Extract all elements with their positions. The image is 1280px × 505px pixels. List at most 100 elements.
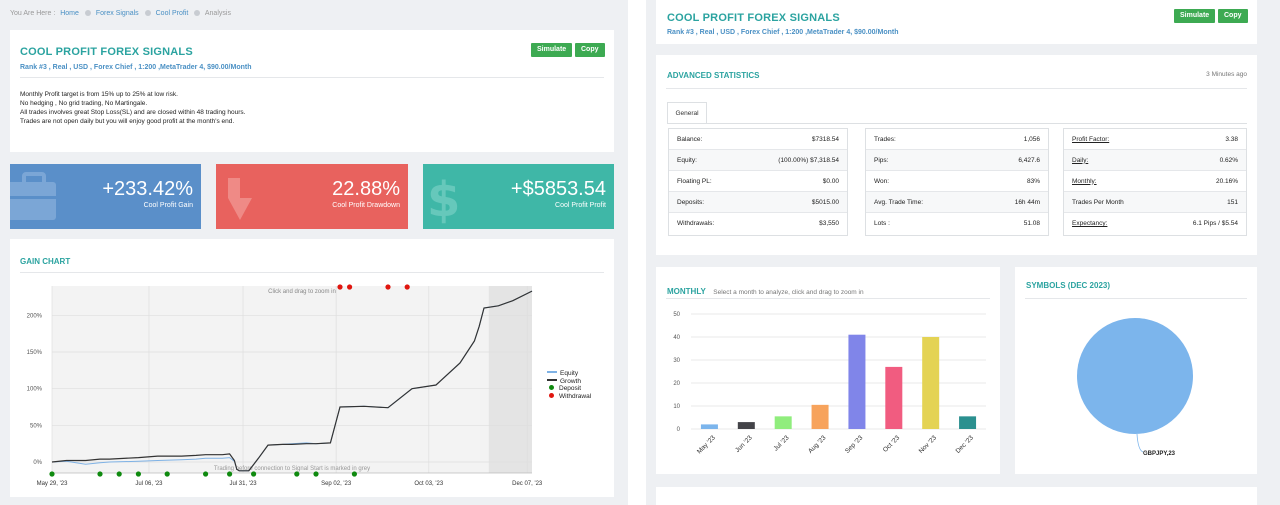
tab-bar-line [667, 123, 1247, 124]
stat-key: Pips: [874, 156, 889, 164]
x-tick-label: Jul 31, '23 [229, 481, 257, 487]
stat-key[interactable]: Profit Factor: [1072, 135, 1110, 143]
stat-key[interactable]: Daily: [1072, 156, 1089, 164]
deposit-marker[interactable] [203, 471, 209, 477]
deposit-marker[interactable] [227, 471, 233, 477]
stat-row: Avg. Trade Time: 16h 44m [866, 192, 1048, 213]
signal-description: Monthly Profit target is from 15% up to … [20, 90, 245, 126]
deposit-marker[interactable] [135, 471, 141, 477]
deposit-marker[interactable] [294, 471, 300, 477]
description-line: All trades involves great Stop Loss(SL) … [20, 109, 246, 116]
legend-item-equity[interactable]: Equity [547, 370, 591, 378]
deposit-marker[interactable] [49, 471, 55, 477]
stat-key: Floating PL: [677, 177, 712, 185]
stat-value: 6.1 Pips / $5.54 [1192, 220, 1238, 227]
legend-label: Growth [560, 377, 581, 385]
profit-label: Cool Profit Profit [555, 202, 606, 209]
monthly-hint: Select a month to analyze, click and dra… [713, 289, 864, 296]
svg-text:$: $ [427, 172, 459, 224]
simulate-button[interactable]: Simulate [531, 43, 573, 57]
pre-connection-area [52, 286, 532, 473]
deposit-marker[interactable] [351, 471, 357, 477]
stat-row: Withdrawals: $3,550 [669, 213, 847, 234]
stat-row: Trades Per Month 151 [1064, 192, 1246, 213]
stat-row: Daily: 0.62% [1064, 150, 1246, 171]
drawdown-label: Cool Profit Drawdown [332, 202, 400, 209]
deposit-marker[interactable] [251, 471, 257, 477]
symbols-pie-chart[interactable]: GBPJPY,23 [1015, 300, 1257, 472]
y-tick-label: 50 [673, 312, 680, 318]
x-tick-label: Aug '23 [807, 434, 828, 455]
stat-key[interactable]: Monthly: [1072, 177, 1097, 185]
gain-chart[interactable]: 0% 50% 100% 150% 200% May 29, '23 Jul 06, '23 J… [0, 270, 620, 500]
withdrawal-marker[interactable] [337, 284, 343, 290]
stat-key[interactable]: Expectancy: [1072, 220, 1108, 227]
legend-item-growth[interactable]: Growth [547, 378, 591, 386]
divider [666, 298, 990, 299]
withdrawal-marker[interactable] [404, 284, 410, 290]
divider [1025, 298, 1247, 299]
slice-label: GBPJPY,23 [1143, 451, 1176, 457]
x-tick-label: Sep 02, '23 [321, 481, 352, 487]
y-tick-label: 150% [27, 350, 43, 356]
gain-label: Cool Profit Gain [143, 202, 193, 209]
breadcrumb-cool-profit[interactable]: Cool Profit [155, 10, 189, 17]
tab-general[interactable]: General [667, 102, 707, 123]
simulate-button-right[interactable]: Simulate [1174, 9, 1216, 23]
legend-item-deposit[interactable]: Deposit [547, 385, 591, 393]
drawdown-value: 22.88% [332, 178, 400, 200]
pie-slice-gbpjpy[interactable] [1077, 318, 1193, 434]
y-tick-label: 0% [33, 460, 42, 466]
x-tick-label: Dec '23 [955, 434, 976, 455]
stat-row: Monthly: 20.16% [1064, 171, 1246, 192]
bar-sep-23[interactable] [848, 334, 866, 429]
x-tick-label: Jul '23 [773, 434, 791, 452]
bar-dec-23[interactable] [959, 416, 977, 429]
stat-row: Profit Factor: 3.38 [1064, 129, 1246, 150]
gain-chart-title: GAIN CHART [20, 257, 71, 266]
x-tick-label: Dec 07, '23 [512, 481, 543, 487]
signal-subtitle-right: Rank #3 , Real , USD , Forex Chief , 1:2… [667, 29, 899, 36]
bar-aug-23[interactable] [811, 404, 829, 429]
withdrawal-marker[interactable] [385, 284, 391, 290]
deposit-marker[interactable] [313, 471, 319, 477]
stat-key: Withdrawals: [677, 220, 715, 227]
description-line: No hedging , No grid trading, No Marting… [20, 100, 148, 107]
stat-value: $5015.00 [811, 198, 839, 206]
stats-title: ADVANCED STATISTICS [667, 71, 760, 80]
stat-value: 151 [1227, 198, 1238, 206]
bar-nov-23[interactable] [922, 337, 940, 429]
briefcase-icon [10, 172, 56, 220]
stat-row: Equity: (100.00%) $7,318.54 [669, 150, 847, 171]
monthly-header: MONTHLY Select a month to analyze, click… [667, 281, 864, 299]
withdrawal-marker[interactable] [347, 284, 353, 290]
breadcrumb-home[interactable]: Home [60, 10, 79, 17]
signal-header-panel: COOL PROFIT FOREX SIGNALS Rank #3 , Real… [10, 30, 614, 152]
monthly-chart[interactable]: 0 10 20 30 40 50 May '23 Jun '23 Jul '23 Aug '23 S… [656, 300, 1000, 472]
copy-button-right[interactable]: Copy [1218, 9, 1248, 23]
x-tick-label: Oct 03, '23 [414, 481, 443, 487]
bar-may-23[interactable] [700, 424, 718, 429]
stats-column-1: Balance: $7318.54 Equity: (100.00%) $7,318.… [668, 128, 848, 236]
breadcrumb-separator-icon [194, 10, 201, 16]
copy-button[interactable]: Copy [575, 43, 605, 57]
bar-oct-23[interactable] [885, 366, 903, 429]
stat-key: Balance: [677, 135, 703, 143]
stat-row: Trades: 1,056 [866, 129, 1048, 150]
stat-value: 51.08 [1023, 220, 1040, 227]
stat-value: 6,427.6 [1018, 156, 1040, 164]
bar-jul-23[interactable] [774, 416, 792, 429]
symbols-title: SYMBOLS (DEC 2023) [1026, 281, 1111, 290]
breadcrumb-forex-signals[interactable]: Forex Signals [95, 10, 139, 17]
breadcrumb-separator-icon [144, 10, 151, 16]
stat-row: Pips: 6,427.6 [866, 150, 1048, 171]
drawdown-tile: 22.88% Cool Profit Drawdown [216, 164, 408, 229]
bar-jun-23[interactable] [737, 422, 755, 429]
stat-key: Trades Per Month [1072, 198, 1124, 206]
legend-item-withdrawal[interactable]: Withdrawal [547, 392, 591, 401]
deposit-marker[interactable] [164, 471, 170, 477]
deposit-marker[interactable] [97, 471, 103, 477]
stat-value: $7318.54 [811, 135, 839, 143]
deposit-marker[interactable] [116, 471, 122, 477]
stats-column-3: Profit Factor: 3.38 Daily: 0.62% Monthly: 20.… [1063, 128, 1247, 236]
